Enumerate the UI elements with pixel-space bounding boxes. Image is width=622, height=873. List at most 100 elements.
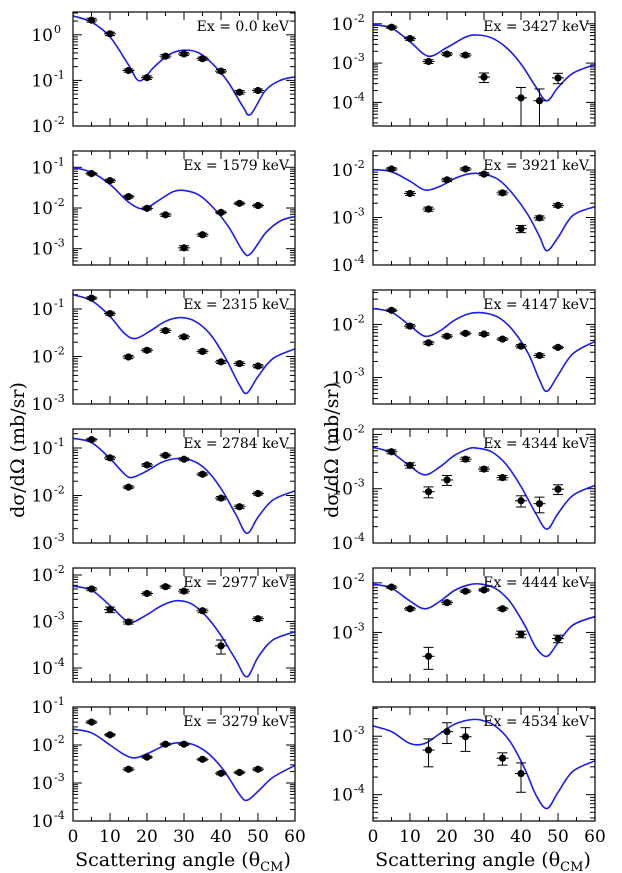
data-point (236, 769, 243, 776)
panel-label: Ex = 3279 keV (183, 714, 290, 730)
data-point (536, 214, 543, 221)
data-point (480, 330, 487, 337)
data-point (536, 97, 543, 104)
x-tick-label: 50 (547, 827, 569, 847)
data-point (254, 490, 261, 497)
data-point (499, 335, 506, 342)
data-point (143, 205, 150, 212)
y-tick-exponent: -2 (354, 571, 365, 584)
theory-curve (373, 447, 595, 529)
y-tick-label: 10 (31, 240, 53, 260)
y-tick-label: 10 (31, 736, 53, 756)
y-tick-label: 10 (31, 26, 53, 46)
y-tick-exponent: -2 (54, 484, 65, 497)
data-point (517, 343, 524, 350)
panel-4: 10-410-310-2 Ex = 3921 keV (331, 151, 595, 276)
data-point (499, 605, 506, 612)
x-axis-title-right: Scattering angle (θCM) (375, 849, 591, 873)
y-tick-exponent: -2 (54, 345, 65, 358)
y-tick-exponent: -3 (354, 51, 365, 64)
data-point (443, 50, 450, 57)
y-tick-label: 10 (31, 812, 53, 832)
data-point (462, 733, 469, 740)
y-tick-label: 10 (31, 439, 53, 459)
data-point (517, 225, 524, 232)
x-axis-title-main: Scattering angle (θ (75, 849, 260, 871)
x-tick-label: 30 (473, 827, 495, 847)
data-point (125, 484, 132, 491)
y-tick-exponent: -2 (354, 12, 365, 25)
x-tick-label: 20 (436, 827, 458, 847)
data-point (106, 30, 113, 37)
data-point (88, 17, 95, 24)
x-tick-label: 40 (210, 827, 232, 847)
data-point (199, 55, 206, 62)
data-point (162, 211, 169, 218)
panel-12: 10 -410 -30 10 20 30 40 50 60Ex = 4534 keV (331, 707, 605, 847)
y-tick-exponent: -1 (54, 68, 65, 81)
data-point (162, 452, 169, 459)
y-tick-label: 10 (331, 93, 353, 113)
theory-curve (373, 25, 595, 101)
panel-label: Ex = 1579 keV (183, 158, 290, 174)
data-point (180, 741, 187, 748)
y-tick-label: 10 (31, 566, 53, 586)
panel-label: Ex = 2784 keV (183, 436, 290, 452)
panel-9: 10-410-310 -2Ex = 2977 keV (31, 563, 295, 682)
data-point (254, 362, 261, 369)
y-tick-label: 10 (331, 727, 353, 747)
data-point (180, 244, 187, 251)
y-tick-label: 10 (31, 698, 53, 718)
data-point (554, 74, 561, 81)
panel-label: Ex = 2977 keV (183, 575, 290, 591)
data-point (406, 462, 413, 469)
data-point (88, 719, 95, 726)
data-point (88, 170, 95, 177)
y-tick-label: 10 (331, 161, 353, 181)
x-tick-label: 30 (173, 827, 195, 847)
data-point (143, 590, 150, 597)
data-point (443, 728, 450, 735)
theory-curve (73, 586, 295, 677)
data-point (499, 474, 506, 481)
y-tick-exponent: -1 (54, 155, 65, 168)
data-point (425, 206, 432, 213)
data-point (462, 51, 469, 58)
y-tick-exponent: -3 (54, 610, 65, 623)
data-point (388, 165, 395, 172)
y-tick-label: 10 (31, 534, 53, 554)
panel-label: Ex = 4147 keV (483, 297, 590, 313)
panel-label: Ex = 3921 keV (483, 158, 590, 174)
data-point (125, 766, 132, 773)
y-tick-exponent: -3 (354, 724, 365, 737)
y-tick-label: 10 (331, 256, 353, 276)
panel-11: 10 -410 -310 -210 -10 10 20 30 40 50 60Ex = 3279 k… (31, 695, 305, 847)
panel-label: Ex = 4444 keV (483, 575, 590, 591)
data-point (462, 456, 469, 463)
y-axis-title-right: dσ/dΩ (mb/sr) (321, 382, 343, 518)
panel-label: Ex = 2315 keV (183, 297, 290, 313)
data-point (480, 74, 487, 81)
data-point (236, 200, 243, 207)
y-tick-exponent: -4 (354, 531, 365, 544)
data-point (199, 471, 206, 478)
y-tick-label: 10 (31, 71, 53, 91)
y-axis-title-left: dσ/dΩ (mb/sr) (7, 382, 29, 518)
data-point (425, 488, 432, 495)
data-point (125, 193, 132, 200)
data-point (388, 584, 395, 591)
data-point (462, 165, 469, 172)
panel-5: 10-310-210-1 Ex = 2315 keV (31, 290, 295, 415)
y-tick-exponent: -2 (54, 733, 65, 746)
data-point (88, 436, 95, 443)
panel-10: 10-310-2 Ex = 4444 keV (331, 568, 595, 682)
panel-2: 10-410-310 -2Ex = 3427 keV (331, 12, 595, 126)
y-tick-exponent: -3 (354, 477, 365, 490)
data-point (425, 58, 432, 65)
y-tick-exponent: 0 (54, 23, 61, 36)
panel-label: Ex = 4534 keV (483, 714, 590, 730)
x-tick-label: 60 (584, 827, 606, 847)
theory-curve (373, 719, 595, 808)
